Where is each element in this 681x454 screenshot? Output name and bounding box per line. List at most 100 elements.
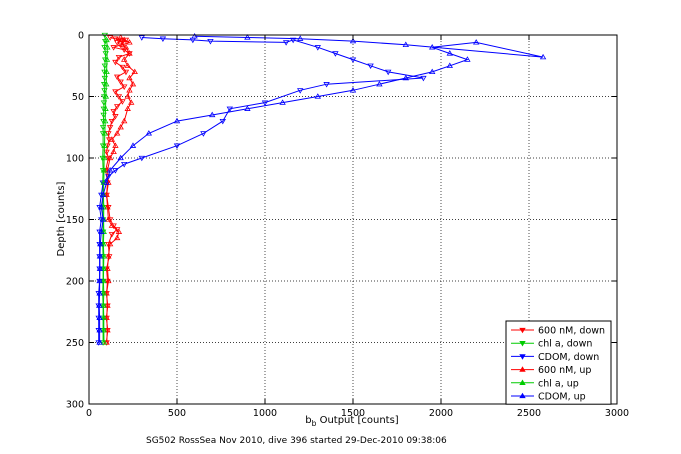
legend-swatch-marker (519, 354, 526, 360)
data-point (112, 59, 119, 66)
legend-entry: chl a, up (538, 378, 579, 389)
data-point (128, 99, 135, 105)
data-point (244, 34, 251, 40)
data-point (159, 36, 167, 42)
data-point (429, 68, 436, 75)
data-point (126, 50, 133, 56)
y-tick-label: 100 (66, 154, 84, 165)
data-point (103, 36, 110, 43)
data-point (106, 240, 114, 247)
data-point (323, 82, 330, 88)
data-point (101, 117, 109, 124)
y-tick-label: 150 (66, 215, 84, 226)
data-point (126, 39, 133, 45)
data-point (349, 37, 357, 44)
data-point (99, 191, 107, 198)
data-point (105, 253, 112, 259)
x-tick-label: 3000 (605, 408, 629, 419)
data-point (282, 40, 290, 46)
data-point (126, 74, 133, 81)
data-point (97, 240, 104, 247)
legend-swatch-marker (519, 366, 526, 372)
data-point (113, 74, 121, 81)
data-point (105, 216, 112, 222)
data-point (219, 118, 226, 125)
data-point (112, 142, 119, 148)
data-point (105, 277, 112, 284)
y-axis-label: Depth [counts] (56, 181, 67, 256)
data-point (117, 34, 124, 40)
data-point (104, 203, 111, 210)
data-point (96, 253, 104, 259)
data-point (106, 154, 114, 161)
data-point (100, 167, 108, 173)
data-point (209, 111, 216, 118)
data-point (473, 39, 480, 45)
data-point (96, 277, 103, 284)
legend-swatch-marker (519, 392, 526, 399)
data-point (115, 228, 123, 234)
data-point (539, 53, 547, 60)
data-point (173, 143, 181, 149)
data-point (113, 234, 121, 241)
data-point (99, 125, 107, 131)
data-point (102, 105, 109, 111)
axis-ticks: 0 500 1000 1500 2000 2500 3000 0 50 100 150 200 250 3… (66, 31, 629, 420)
data-point (100, 154, 108, 161)
data-point (121, 56, 128, 62)
x-tick-label: 0 (86, 408, 92, 419)
data-point (332, 51, 339, 57)
data-point (119, 99, 126, 105)
legend-swatch-marker (519, 379, 526, 385)
data-point (108, 222, 116, 228)
data-point (113, 104, 121, 110)
data-point (100, 240, 107, 247)
data-point (100, 314, 107, 321)
data-point (101, 142, 108, 148)
data-point (112, 89, 119, 95)
y-tick-label: 50 (72, 92, 84, 103)
data-point (279, 99, 286, 105)
data-point (117, 79, 124, 86)
data-point (98, 228, 105, 234)
legend-entry: CDOM, down (538, 352, 599, 363)
data-point (101, 130, 109, 136)
data-point (138, 35, 145, 41)
data-point (96, 302, 103, 308)
data-point (96, 205, 103, 211)
data-point (101, 69, 108, 76)
data-point (98, 203, 105, 210)
data-point (349, 57, 357, 63)
data-point (367, 63, 374, 70)
data-point (100, 339, 108, 345)
data-point (446, 62, 453, 68)
data-point (145, 130, 153, 136)
data-point (103, 191, 110, 198)
data-point (297, 35, 304, 41)
data-point (96, 290, 103, 296)
data-point (103, 179, 110, 185)
data-point (385, 69, 392, 76)
data-point (124, 93, 131, 99)
data-point (314, 45, 321, 51)
data-point (103, 68, 110, 75)
data-point (119, 64, 126, 71)
data-point (349, 87, 357, 93)
data-point (105, 131, 112, 137)
data-point (122, 69, 130, 76)
data-point (99, 216, 107, 222)
data-point (104, 265, 111, 271)
series-line (105, 37, 131, 343)
data-point (110, 109, 117, 115)
data-point (106, 35, 114, 41)
legend-entry: 600 nM, up (538, 365, 591, 376)
data-point (200, 131, 207, 137)
data-point (100, 82, 108, 88)
data-point (173, 117, 181, 124)
data-point (103, 80, 110, 87)
legend: 600 nM, down chl a, down CDOM, down 600 nM,… (505, 320, 612, 405)
data-point (110, 148, 117, 155)
series-cdom-down (95, 35, 427, 346)
data-point (420, 75, 427, 82)
data-point (106, 167, 114, 173)
